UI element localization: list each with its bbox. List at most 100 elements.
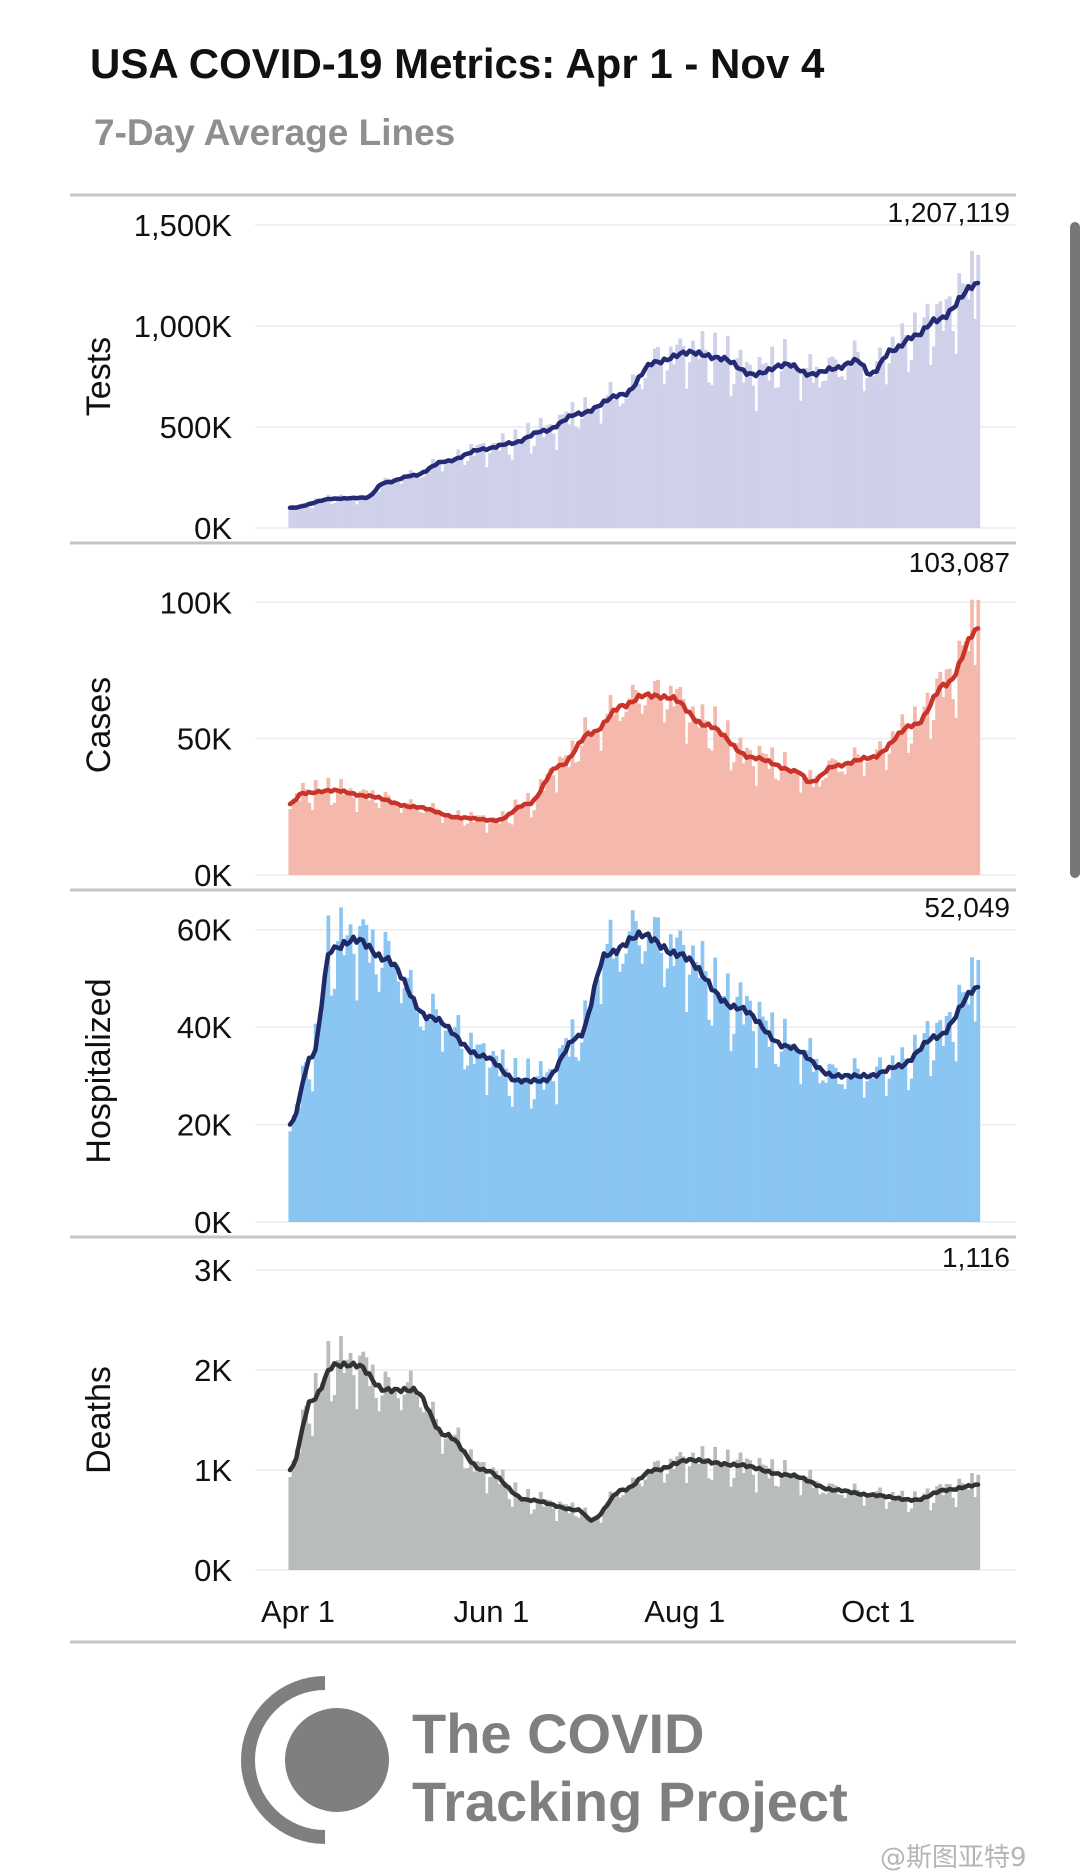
bar xyxy=(890,1055,895,1222)
bar xyxy=(640,713,645,875)
bar xyxy=(557,756,562,875)
bar xyxy=(548,768,553,875)
bar xyxy=(402,478,407,528)
bar xyxy=(297,1107,302,1222)
bar xyxy=(900,323,905,528)
latest-value-label: 103,087 xyxy=(909,547,1010,578)
bar xyxy=(919,1047,924,1222)
bar xyxy=(504,1068,508,1222)
bar xyxy=(871,1496,876,1570)
bar xyxy=(310,508,315,528)
bar xyxy=(421,476,426,528)
bar xyxy=(443,816,448,875)
bar xyxy=(608,695,613,875)
bar xyxy=(963,284,968,528)
bar xyxy=(643,378,648,528)
bar xyxy=(370,1364,375,1570)
bar xyxy=(925,303,930,528)
bar xyxy=(304,504,309,528)
bar xyxy=(570,1019,575,1222)
bar xyxy=(653,1461,657,1570)
y-tick-label: 100K xyxy=(160,585,233,620)
bar xyxy=(754,410,759,528)
bar xyxy=(846,761,851,875)
bar xyxy=(491,817,496,875)
bar xyxy=(339,1336,343,1570)
x-tick-label: Aug 1 xyxy=(644,1594,725,1629)
bar xyxy=(833,359,838,528)
bar xyxy=(592,989,597,1222)
logo-line-1: The COVID xyxy=(412,1702,705,1765)
bar xyxy=(440,1051,445,1222)
bar xyxy=(821,1492,825,1570)
bar xyxy=(744,361,749,528)
bar xyxy=(545,425,549,528)
bar xyxy=(345,790,350,875)
bar xyxy=(710,1479,714,1570)
bar xyxy=(478,1462,483,1570)
bar xyxy=(919,1498,924,1570)
bar xyxy=(665,968,670,1222)
bar xyxy=(881,1072,886,1222)
bar xyxy=(602,723,607,875)
bar xyxy=(320,789,324,875)
bar xyxy=(624,711,629,875)
bar xyxy=(941,1495,946,1570)
bars-deaths xyxy=(288,1336,981,1570)
bar xyxy=(364,924,369,1222)
bar xyxy=(893,1499,898,1570)
bar xyxy=(836,1084,841,1222)
bar xyxy=(548,424,553,528)
bar xyxy=(532,1099,537,1222)
bar xyxy=(297,1452,302,1570)
bar xyxy=(513,799,518,875)
bar xyxy=(786,364,790,528)
bar xyxy=(526,1488,530,1570)
bar xyxy=(687,974,692,1222)
bar xyxy=(377,807,381,875)
bar xyxy=(830,758,835,875)
bar xyxy=(399,1003,404,1222)
bar xyxy=(824,1082,828,1222)
bar xyxy=(323,1381,328,1570)
bar xyxy=(335,1359,340,1570)
bar xyxy=(608,919,613,1222)
bar xyxy=(932,720,936,875)
bar xyxy=(351,1375,356,1570)
bar xyxy=(976,960,981,1222)
bar xyxy=(523,439,527,528)
bar xyxy=(377,491,381,528)
bar xyxy=(656,917,660,1222)
bar xyxy=(767,1046,771,1222)
bar xyxy=(764,1465,768,1570)
bar xyxy=(301,1409,305,1570)
bar xyxy=(396,1398,400,1570)
bar xyxy=(973,1497,978,1570)
bar xyxy=(497,450,502,528)
bar xyxy=(618,1497,622,1570)
bar xyxy=(361,495,366,528)
bar xyxy=(602,1509,607,1570)
bar xyxy=(678,338,683,528)
bar xyxy=(291,506,296,528)
bar xyxy=(415,1012,419,1222)
bar xyxy=(859,363,863,528)
bar xyxy=(852,1058,857,1222)
bar xyxy=(402,987,407,1222)
bar xyxy=(827,357,832,528)
bar xyxy=(370,790,375,875)
bar xyxy=(859,760,863,875)
bar xyxy=(307,507,312,528)
bar xyxy=(878,1057,882,1222)
scrollbar[interactable] xyxy=(1070,222,1080,878)
bar xyxy=(418,478,423,528)
bar xyxy=(653,681,657,875)
bar xyxy=(374,493,378,528)
bar xyxy=(316,500,321,528)
bar xyxy=(332,802,337,875)
bar xyxy=(849,366,854,528)
bar xyxy=(757,745,762,875)
bar xyxy=(773,778,778,875)
bar xyxy=(640,1486,645,1570)
bar xyxy=(396,981,400,1222)
